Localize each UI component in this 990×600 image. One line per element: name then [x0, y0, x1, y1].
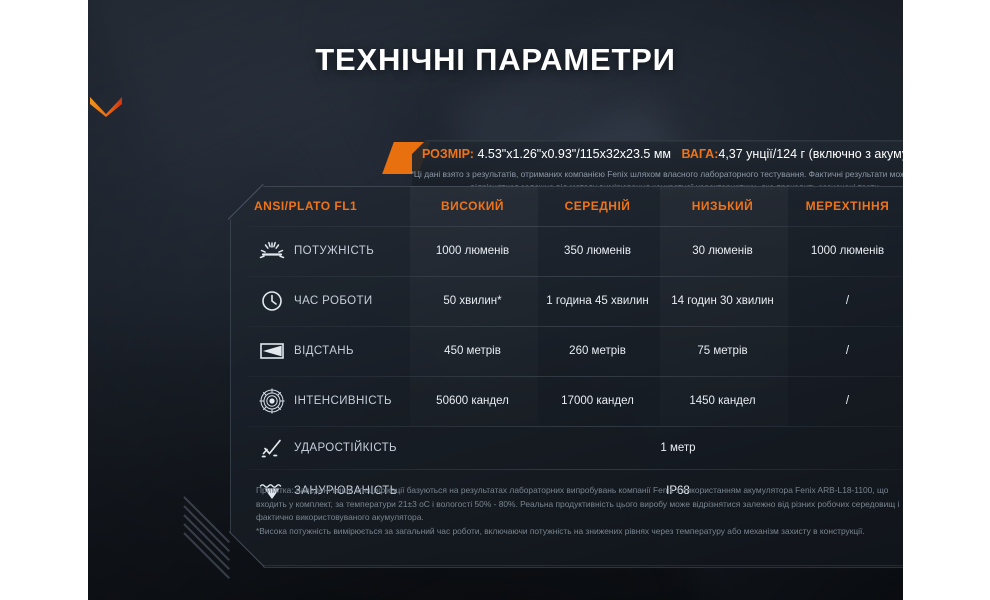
cell-distance-mid: 260 метрів — [569, 345, 626, 357]
row-label-submersion: ЗАНУРЮВАНІСТЬ — [230, 481, 410, 501]
row-label-intensity: ІНТЕНСИВНІСТЬ — [230, 388, 410, 414]
spec-panel — [230, 186, 903, 568]
cell-output-high: 1000 люменів — [435, 245, 510, 257]
table-header-cell-0: ANSI/PLATO FL1 — [254, 199, 358, 213]
weight-value: 4,37 унції/124 г (включно з акумулятором… — [718, 147, 903, 161]
size-weight-line: РОЗМІР: 4.53"x1.26"x0.93"/115x32x23.5 мм… — [422, 147, 903, 161]
cell-distance-strobe: / — [845, 345, 850, 357]
row-label-text: ЧАС РОБОТИ — [294, 295, 373, 307]
cell-runtime-low: 14 годин 30 хвилин — [671, 295, 774, 307]
cell-distance-low: 75 метрів — [697, 345, 748, 357]
size-label: РОЗМІР: — [422, 147, 474, 161]
table-header-cell-1: ВИСОКИЙ — [440, 199, 505, 213]
size-value: 4.53"x1.26"x0.93"/115x32x23.5 мм — [477, 147, 672, 161]
footer-note: Примітка: наведені вище специфікації баз… — [256, 484, 903, 538]
spec-table: ANSI/PLATO FL1 ВИСОКИЙ СЕРЕДНІЙ НИЗЬКИЙ … — [230, 186, 903, 512]
row-label-runtime: ЧАС РОБОТИ — [230, 289, 410, 313]
intensity-target-icon — [250, 388, 294, 414]
cell-intensity-mid: 17000 кандел — [561, 395, 634, 407]
table-header-cell-2: СЕРЕДНІЙ — [564, 199, 631, 213]
page-title: ТЕХНІЧНІ ПАРАМЕТРИ — [315, 42, 676, 77]
clock-icon — [250, 289, 294, 313]
cell-runtime-strobe: / — [845, 295, 850, 307]
cell-runtime-mid: 1 година 45 хвилин — [546, 295, 649, 307]
weight-label: ВАГА: — [681, 147, 719, 161]
light-burst-icon — [250, 240, 294, 262]
table-row: ЗАНУРЮВАНІСТЬ IP68 — [230, 469, 903, 512]
table-row: УДАРОСТІЙКІСТЬ 1 метр — [230, 426, 903, 469]
row-label-text: ВІДСТАНЬ — [294, 345, 354, 357]
table-header-cell-3: НИЗЬКИЙ — [691, 199, 754, 213]
hero-background: ТЕХНІЧНІ ПАРАМЕТРИ РОЗМІР: 4.53"x1.26"x0 — [88, 0, 903, 600]
impact-resistance-icon — [250, 437, 294, 459]
table-row: ВІДСТАНЬ 450 метрів 260 метрів 75 метрів… — [230, 326, 903, 376]
cell-output-mid: 350 люменів — [564, 245, 631, 257]
row-label-distance: ВІДСТАНЬ — [230, 341, 410, 361]
cell-intensity-high: 50600 кандел — [436, 395, 509, 407]
cell-distance-high: 450 метрів — [444, 345, 501, 357]
beam-distance-icon — [250, 341, 294, 361]
table-header-row: ANSI/PLATO FL1 ВИСОКИЙ СЕРЕДНІЙ НИЗЬКИЙ … — [230, 186, 903, 226]
row-label-text: ПОТУЖНІСТЬ — [294, 245, 375, 257]
table-row: ЧАС РОБОТИ 50 хвилин* 1 година 45 хвилин… — [230, 276, 903, 326]
table-row: ПОТУЖНІСТЬ 1000 люменів 350 люменів 30 л… — [230, 226, 903, 276]
footer-note-line-2: *Висока потужність вимірюється за загаль… — [256, 525, 865, 536]
chevron-down-icon — [88, 95, 903, 117]
row-label-text: ІНТЕНСИВНІСТЬ — [294, 395, 392, 407]
cell-runtime-high: 50 хвилин* — [443, 295, 502, 307]
cell-impact-value: 1 метр — [660, 441, 696, 454]
footer-note-line-1: Примітка: наведені вище специфікації баз… — [256, 485, 900, 523]
cell-intensity-low: 1450 кандел — [689, 395, 756, 407]
cell-submersion-value: IP68 — [666, 484, 690, 497]
cell-output-low: 30 люменів — [692, 245, 753, 257]
water-submersion-icon — [250, 481, 294, 501]
row-label-impact: УДАРОСТІЙКІСТЬ — [230, 437, 410, 459]
cell-intensity-strobe: / — [845, 395, 850, 407]
table-header-cell-4: МЕРЕХТІННЯ — [805, 199, 890, 213]
cell-output-strobe: 1000 люменів — [810, 245, 885, 257]
table-row: ІНТЕНСИВНІСТЬ 50600 кандел 17000 кандел … — [230, 376, 903, 426]
row-label-text: УДАРОСТІЙКІСТЬ — [294, 441, 398, 454]
row-label-output: ПОТУЖНІСТЬ — [230, 240, 410, 262]
row-label-text: ЗАНУРЮВАНІСТЬ — [294, 484, 398, 497]
